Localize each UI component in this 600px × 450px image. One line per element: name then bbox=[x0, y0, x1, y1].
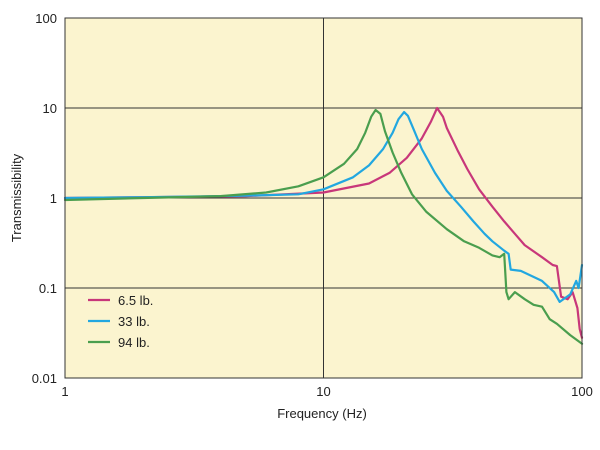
series-line-3 bbox=[63, 108, 584, 345]
legend-label-2: 33 lb. bbox=[118, 314, 150, 329]
y-axis-title: Transmissibility bbox=[9, 153, 24, 242]
series-line-2 bbox=[63, 111, 584, 303]
plot-frame bbox=[64, 17, 583, 379]
y-tick-label: 1 bbox=[50, 191, 57, 206]
x-axis-title: Frequency (Hz) bbox=[277, 406, 367, 421]
x-tick-label: 1 bbox=[61, 384, 68, 399]
x-tick-label: 100 bbox=[571, 384, 593, 399]
y-tick-label: 10 bbox=[43, 101, 57, 116]
y-tick-label: 0.01 bbox=[32, 371, 57, 386]
x-tick-label: 10 bbox=[316, 384, 330, 399]
y-tick-label: 0.1 bbox=[39, 281, 57, 296]
legend-label-1: 6.5 lb. bbox=[118, 293, 153, 308]
y-tick-label: 100 bbox=[35, 11, 57, 26]
legend-label-3: 94 lb. bbox=[118, 335, 150, 350]
